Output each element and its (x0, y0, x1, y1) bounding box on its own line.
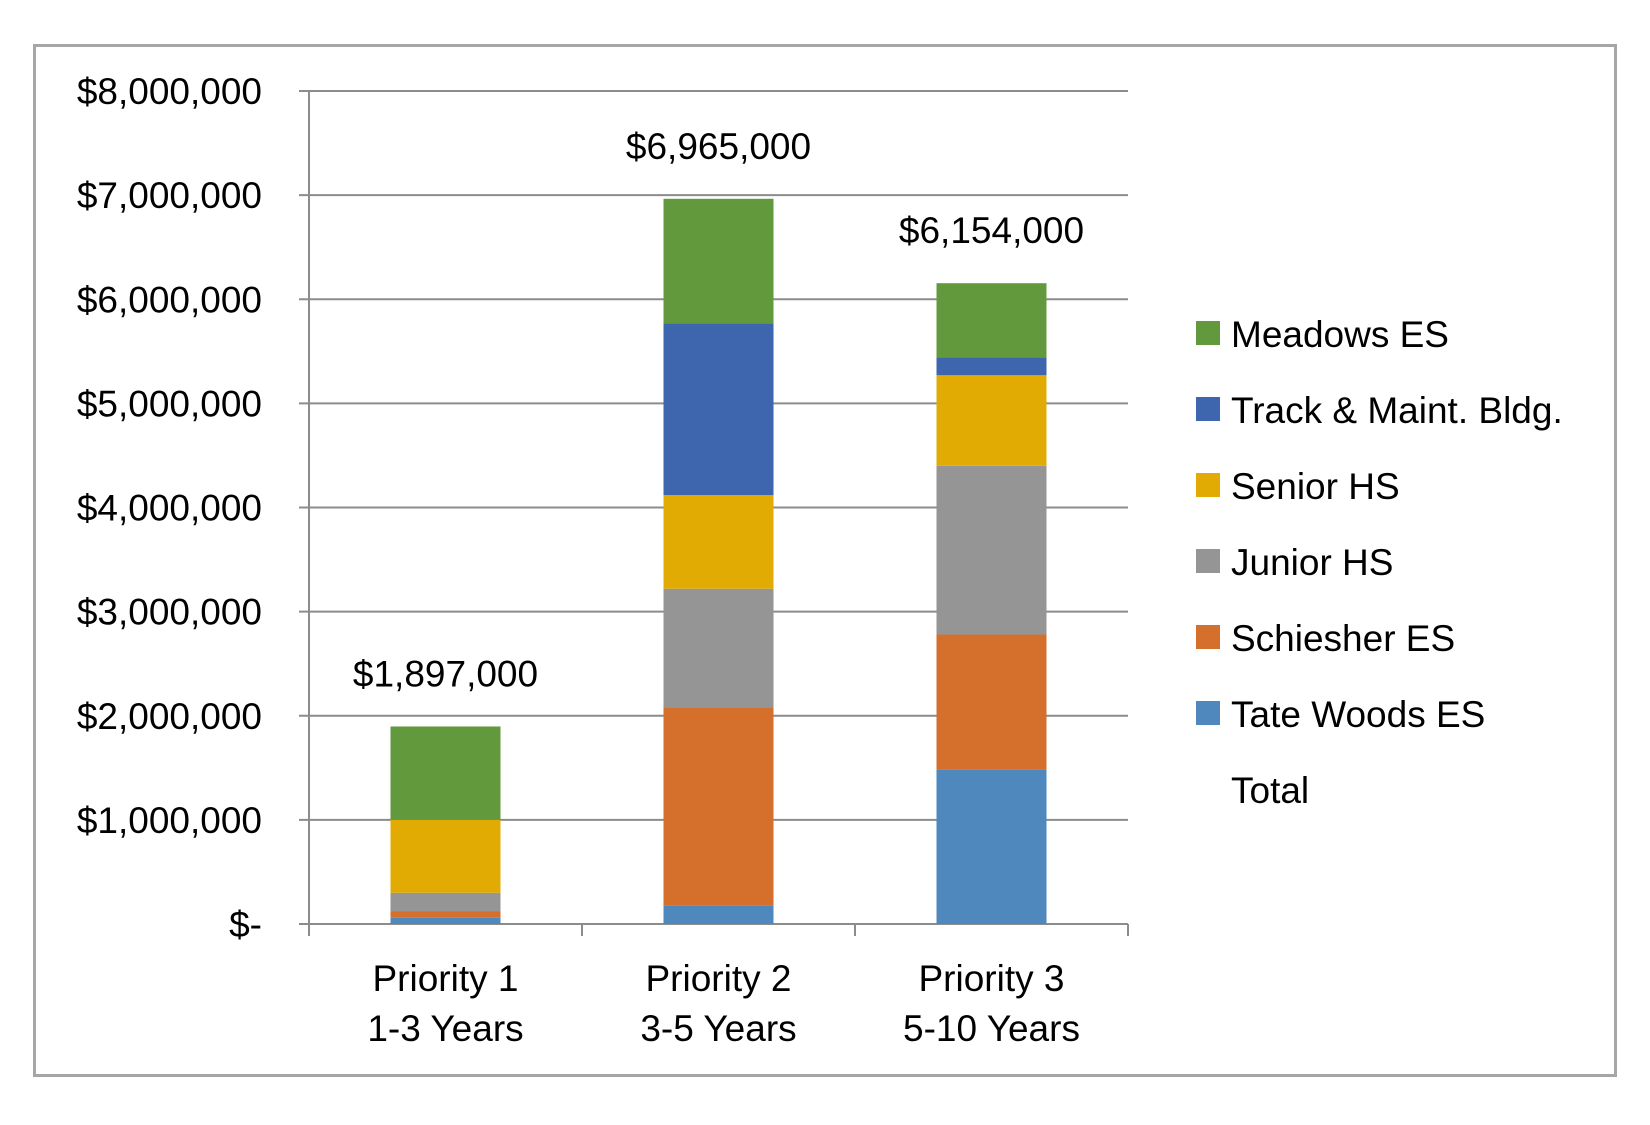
legend-swatch (1196, 701, 1220, 725)
bar-segment-track-maint-bldg (936, 357, 1047, 376)
bar-segment-schiesher-es (663, 707, 774, 906)
y-tick-label: $7,000,000 (77, 175, 262, 216)
legend: Meadows ES Track & Maint. Bldg. Senior HS J… (1196, 314, 1563, 811)
total-data-label: $6,965,000 (626, 126, 811, 167)
x-category-label: 5-10 Years (903, 1008, 1080, 1049)
bar-segment-tate-woods-es (390, 917, 501, 924)
bar-segment-meadows-es (390, 726, 501, 820)
bar-segment-schiesher-es (936, 634, 1047, 770)
x-category-label: Priority 3 (919, 958, 1065, 999)
bar-segment-tate-woods-es (663, 905, 774, 924)
bar-segment-junior-hs (663, 588, 774, 708)
legend-swatch (1196, 549, 1220, 573)
bar-segment-track-maint-bldg (663, 323, 774, 496)
legend-swatch (1196, 397, 1220, 421)
bar-segment-meadows-es (663, 198, 774, 324)
legend-swatch (1196, 321, 1220, 345)
bar-segment-tate-woods-es (936, 769, 1047, 924)
legend-label: Schiesher ES (1231, 618, 1455, 659)
bar-segment-senior-hs (663, 495, 774, 589)
y-tick-label: $1,000,000 (77, 800, 262, 841)
x-category-label: Priority 2 (646, 958, 792, 999)
y-tick-label: $4,000,000 (77, 488, 262, 529)
legend-label: Senior HS (1231, 466, 1400, 507)
legend-swatch (1196, 625, 1220, 649)
y-tick-label: $- (229, 904, 262, 945)
bars (390, 198, 1047, 924)
bar-segment-junior-hs (936, 465, 1047, 635)
legend-label: Junior HS (1231, 542, 1393, 583)
legend-swatch (1196, 473, 1220, 497)
legend-label: Meadows ES (1231, 314, 1449, 355)
legend-label: Track & Maint. Bldg. (1231, 390, 1563, 431)
data-labels: $1,897,000 $6,965,000 $6,154,000 (353, 126, 1084, 695)
x-category-label: 3-5 Years (640, 1008, 796, 1049)
legend-label: Total (1231, 770, 1309, 811)
x-category-label: 1-3 Years (367, 1008, 523, 1049)
bar-segment-junior-hs (390, 892, 501, 912)
bar-segment-schiesher-es (390, 911, 501, 918)
y-tick-label: $6,000,000 (77, 279, 262, 320)
y-tick-label: $2,000,000 (77, 696, 262, 737)
x-category-label: Priority 1 (373, 958, 519, 999)
legend-label: Tate Woods ES (1231, 694, 1485, 735)
total-data-label: $1,897,000 (353, 653, 538, 694)
bar-segment-meadows-es (936, 283, 1047, 358)
y-tick-label: $8,000,000 (77, 71, 262, 112)
total-data-label: $6,154,000 (899, 210, 1084, 251)
bar-segment-senior-hs (390, 819, 501, 893)
bar-segment-senior-hs (936, 375, 1047, 466)
chart-frame (33, 44, 1617, 1077)
y-tick-label: $3,000,000 (77, 592, 262, 633)
y-tick-label: $5,000,000 (77, 383, 262, 424)
